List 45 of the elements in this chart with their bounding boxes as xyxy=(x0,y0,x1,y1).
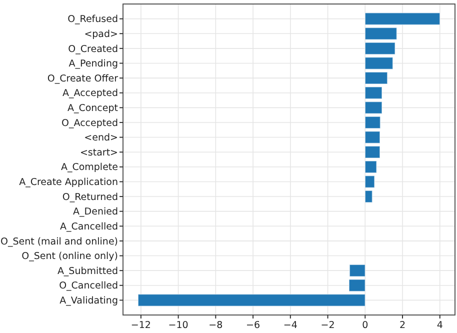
bar xyxy=(364,12,440,26)
x-tick-label: −2 xyxy=(320,320,335,331)
bar xyxy=(364,86,382,100)
y-tick-label: O_Create Offer xyxy=(47,73,118,84)
y-tick-label: A_Complete xyxy=(60,162,118,174)
y-tick-label: <pad> xyxy=(84,28,118,40)
y-tick-label: A_Pending xyxy=(68,58,118,70)
bar xyxy=(364,56,394,70)
x-tick-label: −6 xyxy=(246,320,260,331)
bar xyxy=(364,27,398,40)
x-tick-label: −12 xyxy=(130,320,151,331)
bar xyxy=(364,42,396,55)
bar xyxy=(364,146,380,158)
y-tick-label: O_Cancelled xyxy=(59,280,118,292)
y-tick-label: O_Sent (online only) xyxy=(22,251,118,262)
y-tick-label: A_Create Application xyxy=(19,177,118,188)
y-tick-label: A_Cancelled xyxy=(60,221,118,232)
x-tick-label: 0 xyxy=(362,320,368,331)
y-tick-label: O_Created xyxy=(68,44,118,55)
bar xyxy=(348,279,366,292)
y-tick-label: O_Returned xyxy=(62,192,118,203)
y-tick-label: <end> xyxy=(84,132,118,144)
bar xyxy=(364,175,375,188)
x-tick-label: 2 xyxy=(399,320,406,331)
y-tick-label: A_Accepted xyxy=(62,88,118,100)
bar xyxy=(138,294,366,307)
x-tick-label: −8 xyxy=(208,320,223,331)
bar xyxy=(349,264,366,277)
x-tick-label: 4 xyxy=(436,320,443,331)
y-tick-label: A_Concept xyxy=(67,102,118,114)
bar xyxy=(364,160,377,174)
y-tick-label: O_Sent (mail and online) xyxy=(0,236,118,248)
y-tick-label: A_Validating xyxy=(60,296,118,307)
y-tick-label: A_Denied xyxy=(73,206,118,218)
bar xyxy=(364,190,373,203)
y-tick-label: A_Submitted xyxy=(57,266,118,277)
y-tick-label: O_Accepted xyxy=(62,118,118,129)
bar xyxy=(364,72,388,84)
y-tick-label: O_Refused xyxy=(68,14,118,26)
bar xyxy=(364,101,382,114)
y-tick-label: <start> xyxy=(80,147,118,158)
x-tick-label: −10 xyxy=(168,320,188,331)
bar xyxy=(364,130,380,144)
x-tick-label: −4 xyxy=(283,320,298,331)
bar xyxy=(364,116,381,129)
